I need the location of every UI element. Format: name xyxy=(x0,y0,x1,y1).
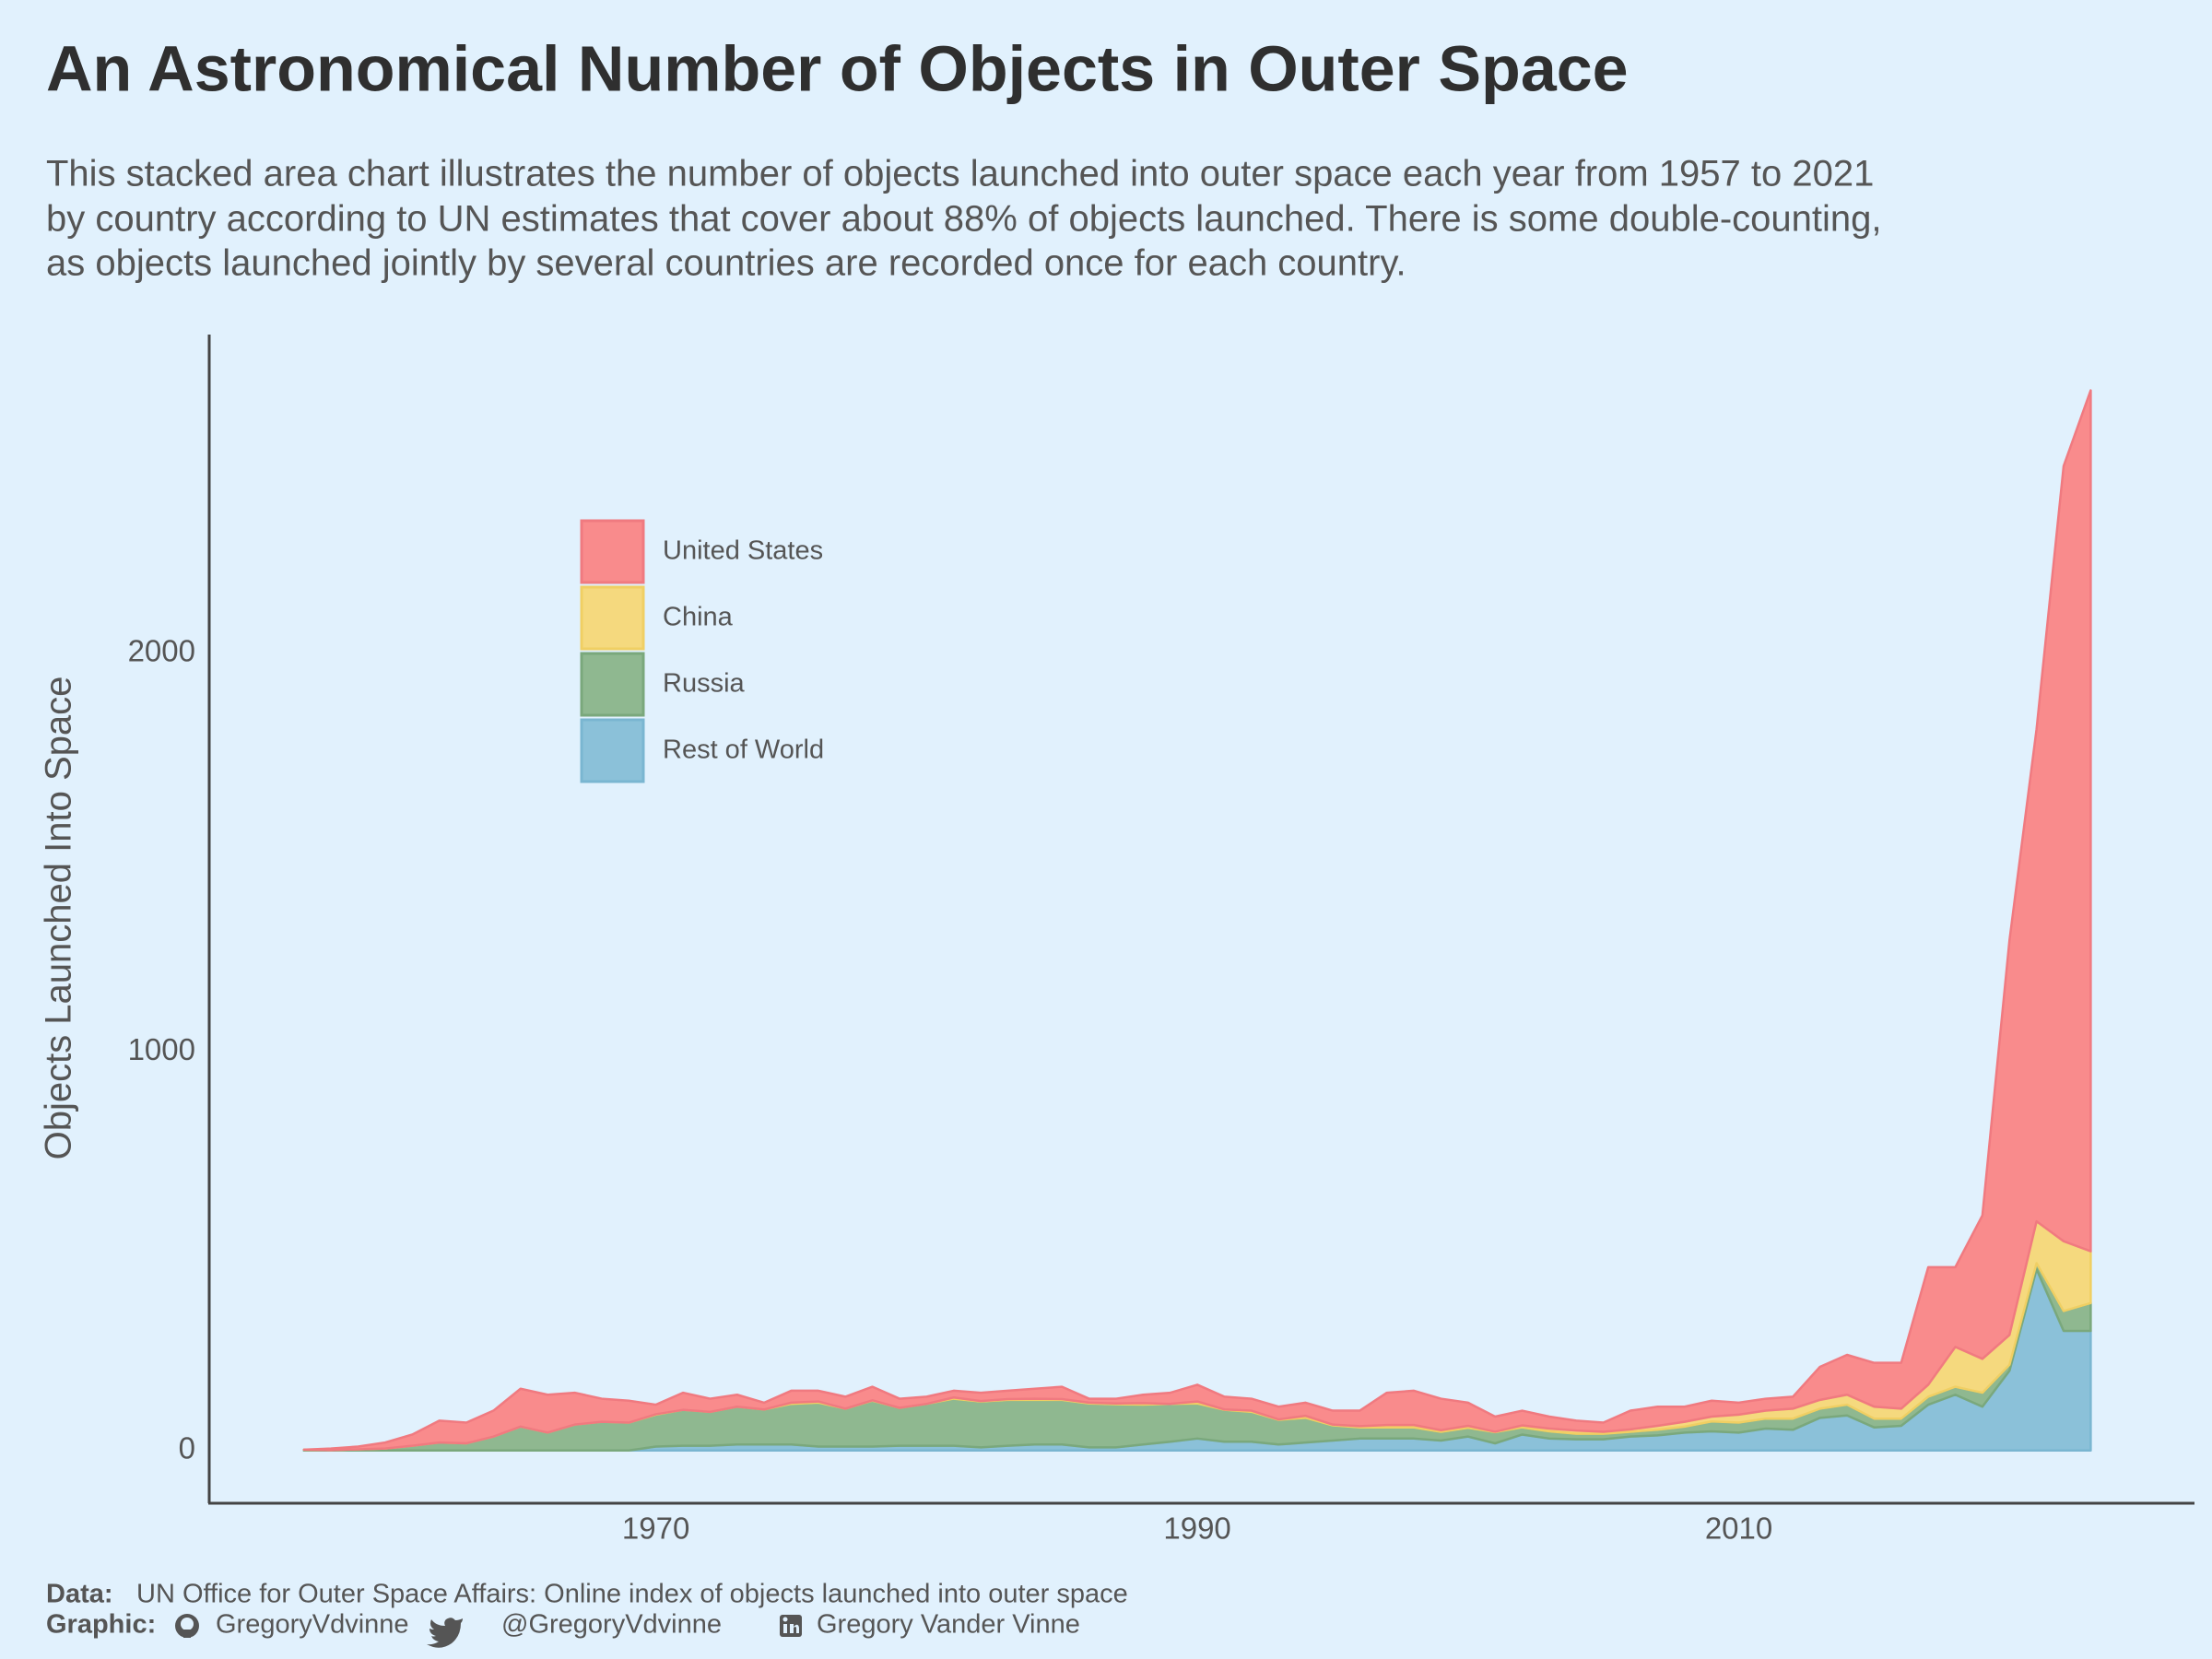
linkedin-name: Gregory Vander Vinne xyxy=(817,1610,1080,1640)
chart-title: An Astronomical Number of Objects in Out… xyxy=(46,32,1629,104)
y-tick-label: 1000 xyxy=(128,1032,195,1066)
caption-label: Data: xyxy=(46,1580,113,1609)
legend-label: Russia xyxy=(663,669,746,699)
caption-text: UN Office for Outer Space Affairs: Onlin… xyxy=(136,1580,1128,1609)
github-icon xyxy=(175,1614,199,1638)
legend-swatch xyxy=(580,718,645,783)
legend-label: China xyxy=(663,603,734,632)
legend-swatch xyxy=(580,585,645,651)
legend-swatch xyxy=(580,519,645,584)
x-tick-label: 1970 xyxy=(622,1512,689,1546)
subtitle-line: This stacked area chart illustrates the … xyxy=(46,154,1874,194)
y-tick-label: 0 xyxy=(179,1431,195,1465)
linkedin-icon xyxy=(780,1615,802,1637)
subtitle-line: by country according to UN estimates tha… xyxy=(46,199,1881,240)
y-axis-label: Objects Launched Into Space xyxy=(39,677,79,1160)
x-tick-label: 2010 xyxy=(1705,1512,1772,1546)
y-tick-label: 2000 xyxy=(128,634,195,668)
twitter-handle: @GregoryVdvinne xyxy=(501,1610,722,1640)
github-handle: GregoryVdvinne xyxy=(216,1610,409,1640)
subtitle-line: as objects launched jointly by several c… xyxy=(46,243,1406,284)
legend-label: Rest of World xyxy=(663,735,824,765)
x-tick-label: 1990 xyxy=(1163,1512,1230,1546)
caption-label: Graphic: xyxy=(46,1610,156,1640)
twitter-icon xyxy=(427,1618,463,1648)
area xyxy=(302,389,2092,1452)
plot-area xyxy=(302,389,2092,1453)
legend-swatch xyxy=(580,652,645,717)
legend-label: United States xyxy=(663,536,823,566)
